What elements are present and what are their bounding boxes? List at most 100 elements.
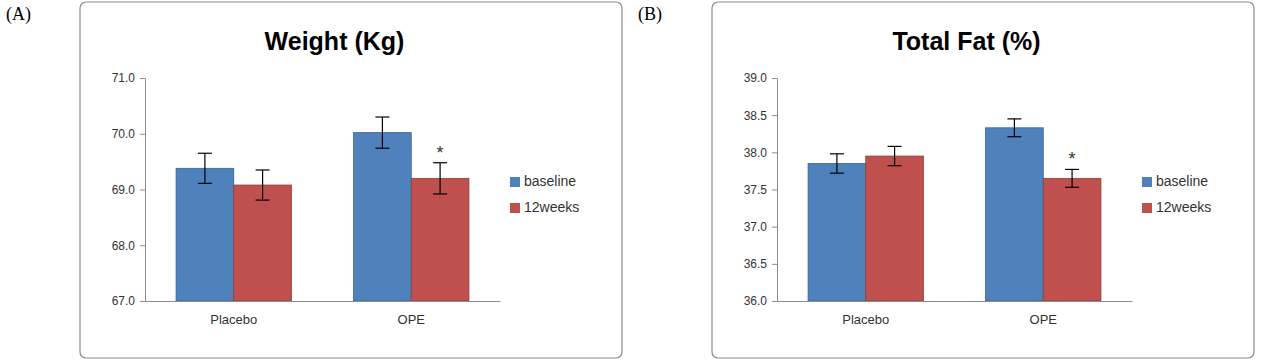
y-tick-label: 38.0: [744, 146, 768, 160]
legend-swatch: [1142, 203, 1152, 213]
x-tick-label: Placebo: [210, 312, 257, 327]
panel-label: (A): [6, 4, 31, 25]
legend-swatch: [1142, 177, 1152, 187]
bar-series: [866, 156, 1101, 301]
error-bar: [198, 153, 212, 183]
x-tick-label: OPE: [398, 312, 426, 327]
error-cap: [433, 193, 447, 194]
y-tick-label: 36.0: [744, 294, 768, 308]
x-axis-line: [778, 301, 1133, 302]
y-tick: 37.0: [744, 220, 777, 234]
y-tick: 36.0: [744, 294, 777, 308]
error-cap: [830, 173, 844, 174]
y-tick-mark: [140, 301, 145, 302]
y-tick: 37.5: [744, 183, 777, 197]
bar: [354, 133, 412, 301]
bar: [808, 163, 866, 301]
error-bar: [433, 163, 447, 194]
y-tick-label: 39.0: [744, 71, 768, 85]
error-stem: [1014, 119, 1015, 137]
error-cap: [888, 146, 902, 147]
error-bar: [830, 154, 844, 173]
bar-series: [808, 128, 1043, 301]
y-tick-label: 36.5: [744, 257, 768, 271]
panel: (B) Total Fat (%) 36.0 36.5 37.0 37.5 38.0 38.5…: [638, 2, 1254, 358]
y-tick: 39.0: [744, 71, 777, 85]
chart-frame: [80, 2, 622, 358]
legend-label: baseline: [524, 173, 576, 189]
bar: [866, 156, 924, 301]
y-tick-mark: [140, 134, 145, 135]
y-tick-label: 67.0: [112, 294, 136, 308]
x-axis-line: [146, 301, 501, 302]
y-tick-label: 70.0: [112, 127, 136, 141]
bar-series: [176, 133, 411, 301]
legend: baseline 12weeks: [510, 173, 579, 215]
x-tick-label: Placebo: [842, 312, 889, 327]
y-axis-line: [777, 79, 778, 302]
y-tick: 36.5: [744, 257, 777, 271]
error-cap: [1007, 118, 1021, 119]
error-stem: [382, 117, 383, 148]
error-cap: [830, 153, 844, 154]
x-tick: OPE: [398, 301, 426, 327]
error-cap: [375, 148, 389, 149]
legend-label: 12weeks: [1156, 199, 1211, 215]
y-tick-label: 69.0: [112, 183, 136, 197]
x-tick-label: OPE: [1030, 312, 1058, 327]
y-tick-mark: [772, 115, 777, 116]
y-axis-line: [145, 79, 146, 302]
legend-swatch: [510, 203, 520, 213]
panel: (A) Weight (Kg) 67.0 68.0 69.0 70.0 71.0 Placeb…: [6, 2, 622, 358]
error-cap: [198, 183, 212, 184]
y-tick-mark: [772, 264, 777, 265]
x-axis: Placebo OPE: [146, 301, 501, 327]
y-tick-mark: [140, 78, 145, 79]
error-stem: [894, 146, 895, 165]
error-cap: [1065, 187, 1079, 188]
y-tick-label: 38.5: [744, 109, 768, 123]
annotation: *: [1069, 149, 1076, 169]
error-bar: [888, 146, 902, 165]
y-tick: 70.0: [112, 127, 145, 141]
chart-frame: [712, 2, 1254, 358]
chart-title: Weight (Kg): [265, 27, 405, 55]
error-cap: [375, 116, 389, 117]
bar: [986, 128, 1044, 301]
y-tick-mark: [140, 245, 145, 246]
legend-label: 12weeks: [524, 199, 579, 215]
legend: baseline12weeks: [1142, 173, 1211, 215]
error-stem: [836, 154, 837, 173]
plot-marks: [808, 119, 1101, 301]
y-tick: 38.0: [744, 146, 777, 160]
error-cap: [256, 199, 270, 200]
plot-marks: [176, 117, 469, 301]
panel-label: (B): [638, 4, 662, 25]
error-bar: [256, 170, 270, 200]
x-tick: OPE: [1030, 301, 1058, 327]
y-tick-mark: [140, 190, 145, 191]
y-tick-mark: [772, 152, 777, 153]
y-tick-label: 37.0: [744, 220, 768, 234]
y-tick-label: 37.5: [744, 183, 768, 197]
error-stem: [1071, 169, 1072, 187]
y-tick: 69.0: [112, 183, 145, 197]
error-bar: [375, 117, 389, 148]
x-tick: Placebo: [842, 301, 889, 327]
bar: [176, 168, 234, 301]
y-axis: 67.0 68.0 69.0 70.0 71.0: [112, 71, 146, 308]
annotation: *: [437, 143, 444, 163]
figure: (A) Weight (Kg) 67.0 68.0 69.0 70.0 71.0 Placeb…: [0, 0, 1264, 362]
y-tick: 71.0: [112, 71, 145, 85]
y-tick: 38.5: [744, 109, 777, 123]
y-tick-mark: [772, 78, 777, 79]
error-cap: [198, 153, 212, 154]
x-tick: Placebo: [210, 301, 257, 327]
y-tick-mark: [772, 301, 777, 302]
error-cap: [1007, 136, 1021, 137]
chart-title: Total Fat (%): [892, 27, 1040, 55]
y-tick-label: 71.0: [112, 71, 136, 85]
bar: [234, 185, 292, 301]
y-tick: 68.0: [112, 239, 145, 253]
bar-series: [234, 178, 469, 301]
